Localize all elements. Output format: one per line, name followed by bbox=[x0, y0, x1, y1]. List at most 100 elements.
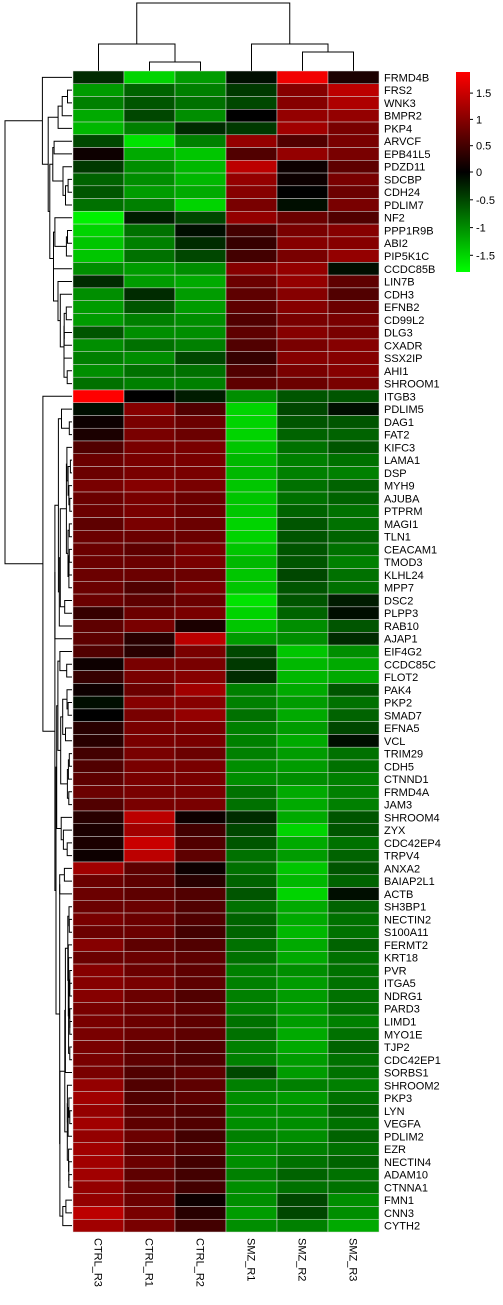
heatmap-cell bbox=[175, 951, 226, 964]
heatmap-cell bbox=[124, 836, 175, 849]
dendrogram-branch bbox=[54, 269, 73, 301]
row-label: CDC42EP4 bbox=[384, 838, 441, 850]
dendrogram-branch bbox=[63, 1207, 72, 1226]
heatmap-cell bbox=[124, 581, 175, 594]
heatmap-cell bbox=[124, 556, 175, 569]
heatmap-cell bbox=[328, 556, 379, 569]
row-label: LIN7B bbox=[384, 277, 415, 289]
heatmap-cell bbox=[73, 543, 124, 556]
heatmap-cell bbox=[328, 798, 379, 811]
heatmap-cell bbox=[73, 620, 124, 633]
heatmap-cell bbox=[226, 135, 277, 148]
heatmap-cell bbox=[226, 620, 277, 633]
heatmap-cell bbox=[124, 301, 175, 314]
heatmap-cell bbox=[226, 199, 277, 212]
heatmap-cell bbox=[175, 543, 226, 556]
legend-tick-label: 0.5 bbox=[476, 141, 491, 153]
heatmap-cell bbox=[175, 1066, 226, 1079]
heatmap-cell bbox=[175, 1028, 226, 1041]
heatmap-cell bbox=[328, 339, 379, 352]
row-label: PDZD11 bbox=[384, 162, 425, 174]
heatmap-cell bbox=[277, 734, 328, 747]
heatmap-cell bbox=[124, 160, 175, 173]
heatmap-cell bbox=[73, 1181, 124, 1194]
heatmap-cell bbox=[277, 1130, 328, 1143]
row-label: CCDC85B bbox=[384, 264, 435, 276]
heatmap-cell bbox=[226, 1092, 277, 1105]
heatmap-cell bbox=[124, 84, 175, 97]
heatmap-cell bbox=[175, 990, 226, 1003]
heatmap-cell bbox=[124, 237, 175, 250]
heatmap-cell bbox=[277, 658, 328, 671]
heatmap-cell bbox=[124, 1143, 175, 1156]
heatmap-cell bbox=[73, 977, 124, 990]
row-label: BMPR2 bbox=[384, 111, 422, 123]
heatmap-cell bbox=[277, 964, 328, 977]
heatmap-cell bbox=[73, 186, 124, 199]
row-label: CDH24 bbox=[384, 187, 420, 199]
heatmap-cell bbox=[124, 990, 175, 1003]
row-label: ZYX bbox=[384, 825, 406, 837]
heatmap-cell bbox=[277, 913, 328, 926]
row-label: CD99L2 bbox=[384, 315, 424, 327]
color-legend: 1.510.50-0.5-1-1.5 bbox=[456, 72, 495, 272]
row-label: KLHL24 bbox=[384, 570, 424, 582]
heatmap-cell bbox=[328, 313, 379, 326]
heatmap-cell bbox=[73, 594, 124, 607]
heatmap-cell bbox=[73, 250, 124, 263]
heatmap-cell bbox=[175, 1041, 226, 1054]
heatmap-cell bbox=[124, 122, 175, 135]
heatmap-cell bbox=[124, 530, 175, 543]
heatmap-cell bbox=[328, 441, 379, 454]
heatmap-cell bbox=[73, 964, 124, 977]
heatmap-cell bbox=[328, 773, 379, 786]
heatmap-cell bbox=[73, 275, 124, 288]
row-label: PTPRM bbox=[384, 506, 423, 518]
legend-color-bar bbox=[456, 72, 470, 272]
dendrogram-branch bbox=[63, 167, 72, 196]
heatmap-cell bbox=[175, 1092, 226, 1105]
row-label: CXADR bbox=[384, 340, 423, 352]
row-label: WNK3 bbox=[384, 98, 416, 110]
heatmap-cell bbox=[175, 288, 226, 301]
heatmap-cell bbox=[175, 1181, 226, 1194]
heatmap-cell bbox=[124, 1079, 175, 1092]
heatmap-cell bbox=[73, 1066, 124, 1079]
row-label: VEGFA bbox=[384, 1119, 421, 1131]
heatmap-cell bbox=[124, 939, 175, 952]
row-label: FRMD4A bbox=[384, 787, 430, 799]
row-label: PVR bbox=[384, 965, 407, 977]
heatmap-cell bbox=[226, 836, 277, 849]
column-label: SMZ_R2 bbox=[296, 1238, 308, 1281]
heatmap-cell bbox=[226, 811, 277, 824]
heatmap-cell bbox=[175, 811, 226, 824]
row-label: TMOD3 bbox=[384, 557, 423, 569]
heatmap-cell bbox=[175, 773, 226, 786]
heatmap-cell bbox=[73, 709, 124, 722]
heatmap-cell bbox=[175, 862, 226, 875]
heatmap-cell bbox=[124, 467, 175, 480]
heatmap-cell bbox=[226, 607, 277, 620]
heatmap-cell bbox=[175, 467, 226, 480]
heatmap-cell bbox=[328, 224, 379, 237]
heatmap-cell bbox=[226, 479, 277, 492]
heatmap-cell bbox=[226, 722, 277, 735]
heatmap-cell bbox=[73, 836, 124, 849]
heatmap-cell bbox=[328, 645, 379, 658]
heatmap-cell bbox=[175, 1079, 226, 1092]
heatmap-cell bbox=[124, 632, 175, 645]
heatmap-cell bbox=[175, 1155, 226, 1168]
heatmap-cell bbox=[226, 262, 277, 275]
heatmap-cells bbox=[73, 71, 379, 1232]
heatmap-cell bbox=[175, 250, 226, 263]
heatmap-cell bbox=[277, 888, 328, 901]
heatmap-cell bbox=[73, 109, 124, 122]
heatmap-cell bbox=[124, 173, 175, 186]
dendrogram-branch bbox=[60, 652, 72, 671]
heatmap-cell bbox=[175, 836, 226, 849]
heatmap-cell bbox=[226, 632, 277, 645]
heatmap-cell bbox=[124, 441, 175, 454]
heatmap-cell bbox=[175, 403, 226, 416]
heatmap-cell bbox=[73, 301, 124, 314]
row-label: TRPV4 bbox=[384, 851, 419, 863]
